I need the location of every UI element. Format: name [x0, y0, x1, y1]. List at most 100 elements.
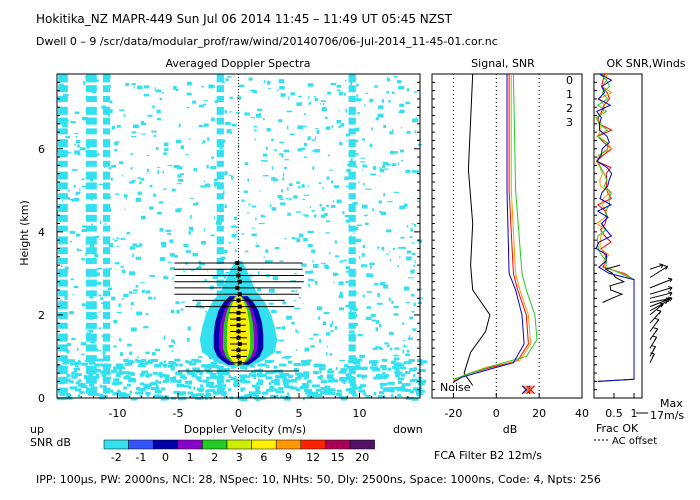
noise-speckle: [308, 95, 310, 100]
noise-speckle: [383, 125, 386, 128]
noise-speckle: [168, 344, 174, 348]
noise-speckle: [336, 119, 341, 123]
noise-speckle: [212, 391, 221, 395]
noise-speckle: [74, 388, 82, 392]
interference-stripe: [86, 301, 97, 310]
noise-speckle: [226, 76, 232, 78]
interference-stripe: [216, 387, 224, 394]
noise-speckle: [231, 123, 237, 127]
noise-speckle: [270, 260, 273, 263]
noise-speckle: [247, 178, 249, 182]
noise-speckle: [271, 138, 274, 142]
interference-stripe: [58, 290, 68, 297]
noise-speckle: [202, 140, 206, 143]
noise-speckle: [235, 112, 241, 114]
noise-speckle: [355, 98, 362, 102]
interference-stripe: [86, 139, 97, 148]
noise-speckle: [180, 145, 184, 150]
noise-speckle: [370, 366, 378, 370]
spectra-xtick-label: 0: [235, 407, 242, 420]
noise-speckle: [345, 281, 349, 284]
interference-stripe: [216, 268, 224, 277]
noise-speckle: [278, 119, 283, 123]
interference-stripe: [216, 204, 224, 212]
noise-speckle: [383, 387, 387, 391]
noise-speckle: [323, 213, 328, 217]
noise-speckle: [161, 244, 167, 248]
noise-speckle: [359, 256, 361, 259]
noise-speckle: [307, 136, 311, 141]
noise-speckle: [389, 131, 394, 135]
noise-speckle: [209, 85, 215, 88]
noise-speckle: [167, 232, 172, 235]
noise-speckle: [256, 382, 263, 385]
noise-speckle: [233, 384, 241, 388]
ac-offset-trace: [602, 264, 626, 303]
noise-speckle: [382, 372, 386, 376]
noise-speckle: [345, 79, 347, 82]
velocity-point: [237, 292, 242, 297]
noise-speckle: [160, 387, 166, 391]
noise-speckle: [179, 173, 184, 176]
noise-speckle: [89, 361, 96, 365]
noise-speckle: [94, 153, 100, 156]
noise-speckle: [405, 101, 411, 105]
wind-barb-head: [650, 352, 655, 358]
interference-stripe: [216, 85, 224, 93]
noise-speckle: [309, 206, 311, 209]
interference-stripe: [348, 182, 356, 190]
noise-speckle: [71, 198, 76, 202]
noise-speckle: [256, 391, 261, 394]
noise-speckle: [186, 370, 189, 374]
interference-stripe: [86, 214, 97, 222]
noise-speckle: [145, 361, 152, 365]
frac-ok-label: Frac OK: [596, 422, 639, 435]
noise-speckle: [77, 394, 81, 398]
noise-speckle: [413, 302, 416, 307]
noise-speckle: [418, 382, 425, 386]
colorbar-level-label: 15: [331, 451, 345, 464]
noise-speckle: [408, 277, 415, 279]
noise-speckle: [396, 80, 402, 84]
noise-speckle: [180, 308, 184, 311]
noise-speckle: [184, 243, 189, 248]
noise-speckle: [191, 270, 195, 272]
noise-speckle: [379, 210, 382, 214]
noise-speckle: [124, 208, 126, 210]
interference-stripe: [216, 106, 224, 115]
noise-speckle: [70, 278, 74, 281]
noise-speckle: [267, 80, 271, 85]
noise-speckle: [210, 361, 217, 365]
noise-speckle: [196, 387, 205, 391]
noise-speckle: [130, 327, 137, 332]
interference-stripe: [103, 333, 111, 342]
noise-speckle: [415, 389, 421, 393]
noise-speckle: [123, 376, 132, 380]
noise-speckle: [143, 85, 150, 89]
noise-speckle: [411, 223, 414, 225]
noise-speckle: [264, 360, 272, 363]
noise-speckle: [244, 162, 249, 165]
wind-barb: [649, 303, 664, 316]
colorbar-swatch: [202, 439, 228, 450]
noise-speckle: [69, 230, 76, 234]
interference-stripe: [216, 258, 224, 264]
interference-stripe: [348, 355, 356, 362]
noise-speckle: [355, 153, 359, 155]
noise-speckle: [114, 148, 117, 152]
interference-stripe: [103, 225, 111, 232]
noise-speckle: [329, 323, 333, 327]
interference-stripe: [348, 247, 356, 255]
noise-speckle: [348, 388, 354, 392]
noise-speckle: [418, 297, 423, 299]
velocity-point: [237, 342, 242, 346]
noise-speckle: [206, 376, 210, 380]
noise-speckle: [230, 131, 233, 134]
noise-speckle: [173, 390, 180, 394]
noise-speckle: [73, 144, 77, 146]
noise-speckle: [122, 174, 124, 177]
noise-speckle: [276, 89, 279, 91]
noise-speckle: [202, 379, 209, 383]
noise-speckle: [176, 384, 184, 387]
noise-speckle: [385, 164, 391, 166]
